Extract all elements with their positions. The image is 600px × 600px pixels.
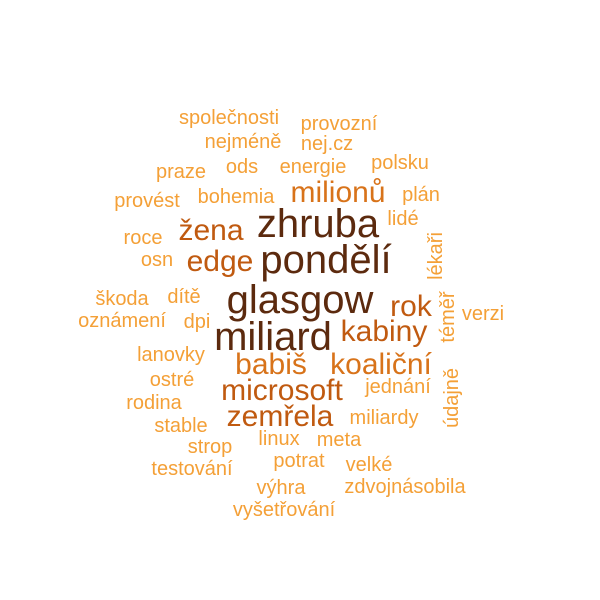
word-15: roce — [123, 227, 163, 249]
word-18: pondělí — [260, 238, 392, 282]
word-41: linux — [258, 428, 300, 450]
word-5: ods — [225, 156, 259, 178]
word-16: osn — [140, 249, 174, 271]
word-47: výhra — [256, 477, 306, 499]
word-33: ostré — [149, 369, 195, 391]
word-17: edge — [186, 245, 254, 278]
word-46: velké — [345, 454, 393, 476]
word-34: microsoft — [221, 374, 343, 407]
word-21: dítě — [167, 286, 201, 308]
word-11: plán — [402, 184, 440, 206]
word-0: společnosti — [178, 107, 280, 129]
word-19: lékaři — [425, 232, 447, 280]
word-40: stable — [154, 415, 208, 437]
word-28: miliard — [214, 315, 332, 359]
word-14: lidé — [387, 208, 419, 230]
word-1: provozní — [300, 113, 378, 135]
word-3: nej.cz — [300, 133, 354, 155]
word-32: koaliční — [330, 348, 432, 381]
word-13: zhruba — [256, 202, 380, 246]
word-49: vyšetřování — [232, 499, 336, 521]
word-31: babiš — [235, 348, 307, 381]
word-38: zemřela — [226, 400, 334, 433]
word-12: žena — [178, 214, 244, 247]
word-39: miliardy — [349, 407, 419, 429]
word-23: rok — [390, 290, 432, 323]
word-9: bohemia — [197, 186, 275, 208]
word-29: kabiny — [340, 315, 428, 348]
word-48: zdvojnásobila — [344, 476, 466, 498]
word-44: potrat — [273, 450, 325, 472]
word-26: dpi — [183, 311, 211, 333]
word-42: meta — [316, 429, 362, 451]
word-37: rodina — [126, 392, 182, 414]
word-30: lanovky — [137, 344, 205, 366]
word-6: energie — [279, 156, 347, 178]
word-20: škoda — [95, 288, 149, 310]
word-27: verzi — [461, 303, 505, 325]
word-45: testování — [151, 458, 233, 480]
word-2: nejméně — [204, 131, 282, 153]
word-43: strop — [187, 436, 233, 458]
word-8: provést — [114, 190, 180, 212]
word-4: praze — [155, 161, 207, 183]
word-25: oznámení — [78, 310, 166, 332]
word-36: údajně — [441, 367, 463, 429]
word-10: milionů — [290, 176, 386, 209]
word-24: téměř — [437, 291, 459, 343]
word-7: polsku — [371, 152, 429, 174]
word-22: glasgow — [226, 278, 374, 322]
word-35: jednání — [365, 376, 431, 398]
